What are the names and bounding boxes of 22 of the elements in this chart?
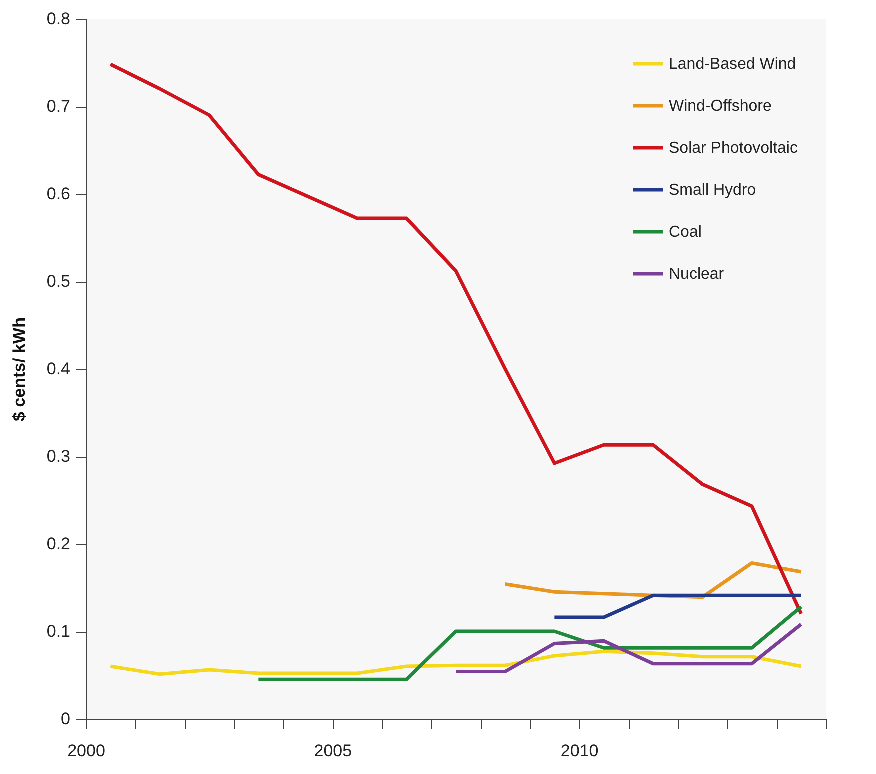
y-tick-label: 0.2 — [46, 534, 70, 554]
legend-label: Coal — [669, 224, 702, 241]
line-series — [108, 650, 804, 676]
legend-label: Small Hydro — [669, 182, 756, 199]
line-series — [256, 605, 804, 682]
y-axis-title: $ cents/ kWh — [10, 318, 29, 422]
y-tick-label: 0.1 — [46, 622, 70, 641]
y-tick-label: 0.4 — [46, 360, 70, 378]
legend-label: Solar Photovoltaic — [669, 140, 798, 157]
y-tick-label: 0.5 — [46, 272, 70, 291]
x-tick-label: 2010 — [560, 742, 599, 760]
legend-label: Land-Based Wind — [669, 56, 796, 73]
y-tick-label: 0 — [61, 710, 70, 728]
line-series — [454, 622, 804, 674]
y-tick-label: 0.7 — [46, 97, 70, 116]
y-tick-label: 0.3 — [46, 447, 70, 466]
y-tick-label: 0.6 — [46, 184, 70, 204]
x-tick-label: 2005 — [314, 742, 352, 760]
x-tick-label: 2000 — [68, 742, 106, 760]
legend-label: Wind-Offshore — [669, 98, 772, 115]
legend-label: Nuclear — [669, 266, 725, 283]
y-tick-label: 0.8 — [46, 10, 70, 28]
